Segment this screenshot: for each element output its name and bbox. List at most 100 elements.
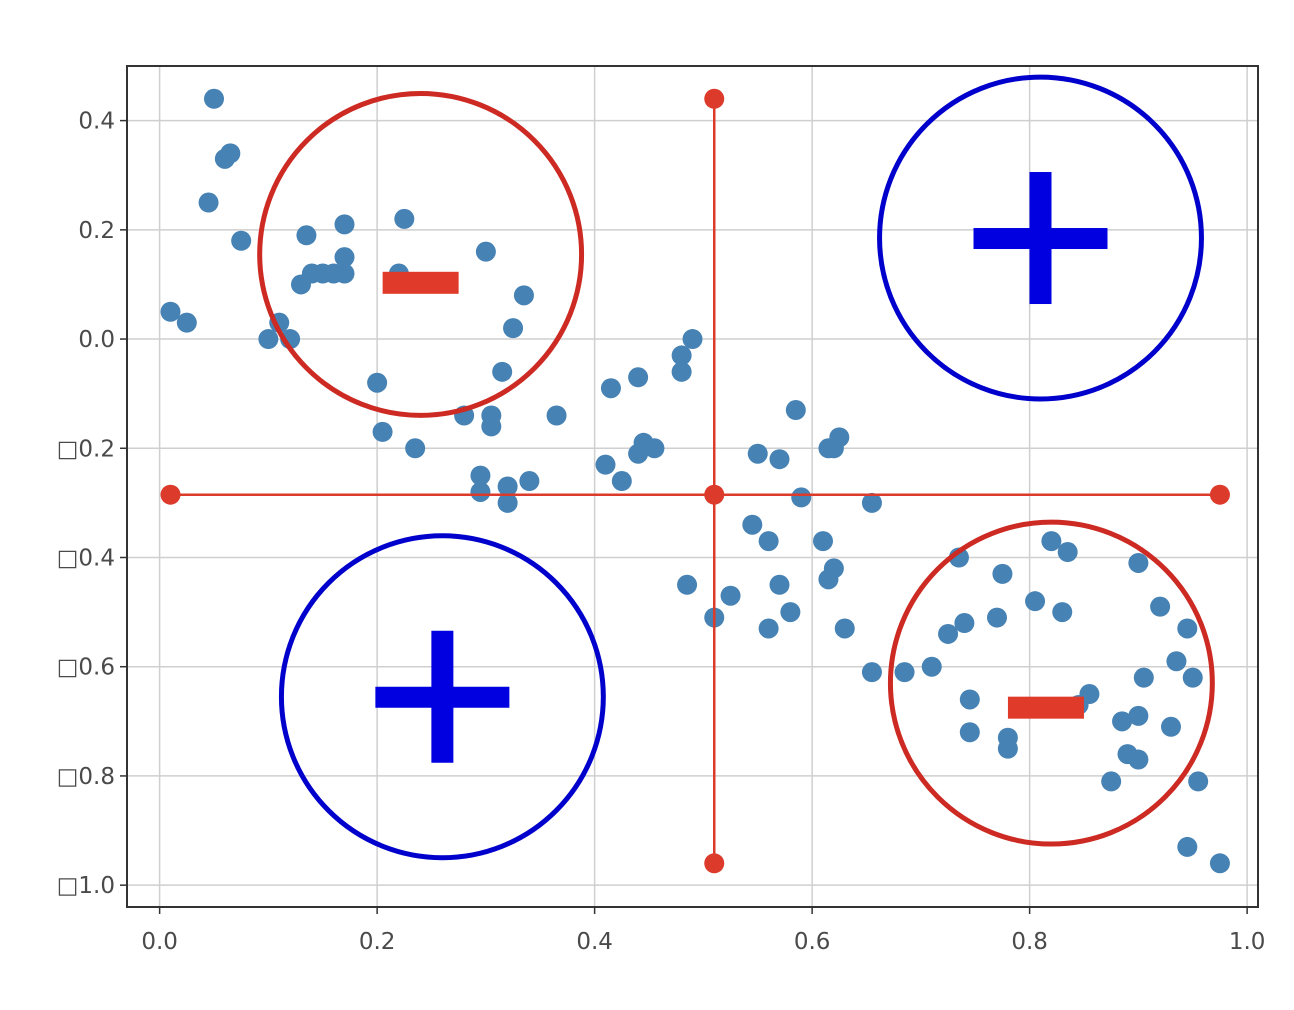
data-point — [1052, 602, 1073, 623]
data-point — [1041, 531, 1062, 552]
data-point — [405, 438, 426, 459]
data-point — [1166, 651, 1187, 672]
x-tick-label: 0.6 — [794, 929, 831, 955]
data-point — [861, 662, 882, 683]
data-point — [628, 367, 649, 388]
data-point — [1182, 667, 1203, 688]
data-point — [394, 208, 415, 229]
data-point — [367, 372, 388, 393]
data-point — [334, 247, 355, 268]
data-point — [834, 618, 855, 639]
line-endpoint-marker — [160, 484, 181, 505]
data-point — [954, 613, 975, 634]
data-point — [758, 618, 779, 639]
data-point — [1025, 591, 1046, 612]
data-point — [644, 438, 665, 459]
positive-circle — [877, 74, 1204, 402]
data-point — [1177, 618, 1198, 639]
data-point — [769, 449, 790, 470]
data-point — [682, 329, 703, 350]
data-point — [220, 143, 241, 164]
y-tick-label: □0.2 — [57, 436, 115, 462]
data-point — [1150, 596, 1171, 617]
data-point — [470, 465, 491, 486]
data-point — [1112, 711, 1133, 732]
data-point — [677, 574, 698, 595]
data-point — [791, 487, 812, 508]
data-point — [861, 492, 882, 513]
data-point — [758, 531, 779, 552]
data-point — [1177, 836, 1198, 857]
data-points — [160, 88, 1230, 874]
y-tick-label: □0.4 — [57, 545, 115, 571]
data-point — [519, 471, 540, 492]
data-point — [720, 585, 741, 606]
grid — [127, 66, 1258, 907]
data-point — [372, 421, 393, 442]
data-point — [497, 492, 518, 513]
plus-sign-vertical — [431, 630, 454, 763]
data-point — [1128, 552, 1149, 573]
center-cross — [160, 88, 1230, 874]
data-point — [959, 689, 980, 710]
line-endpoint-marker — [1209, 484, 1230, 505]
x-tick-label: 0.2 — [359, 929, 396, 955]
data-point — [829, 427, 850, 448]
data-point — [503, 318, 524, 339]
data-point — [258, 329, 279, 350]
data-point — [600, 378, 621, 399]
data-point — [1057, 542, 1078, 563]
y-tick-label: □0.6 — [57, 655, 115, 681]
positive-circle — [278, 533, 606, 861]
quadrant-circles — [257, 74, 1215, 861]
plus-sign-vertical — [1029, 172, 1052, 305]
data-point — [894, 662, 915, 683]
data-point — [611, 471, 632, 492]
data-point — [296, 225, 317, 246]
negative-circle — [257, 90, 585, 418]
y-axis: 0.4 0.2 0.0 □0.2 □0.4 □0.6 □0.8 □1.0 — [57, 109, 127, 899]
data-point — [1161, 716, 1181, 737]
data-point — [595, 454, 616, 475]
data-point — [176, 312, 197, 333]
data-point — [481, 416, 502, 437]
data-point — [1101, 771, 1122, 792]
data-point — [671, 361, 692, 382]
data-point — [818, 569, 839, 590]
data-point — [742, 514, 763, 535]
x-tick-label: 1.0 — [1229, 929, 1266, 955]
data-point — [204, 88, 224, 109]
data-point — [785, 400, 806, 421]
minus-sign — [382, 271, 459, 294]
data-point — [671, 345, 692, 366]
x-tick-label: 0.8 — [1011, 929, 1048, 955]
x-axis: 0.0 0.2 0.4 0.6 0.8 1.0 — [141, 907, 1265, 955]
plot-frame — [126, 65, 1259, 908]
x-tick-label: 0.4 — [576, 929, 613, 955]
data-point — [513, 285, 534, 306]
data-point — [470, 481, 491, 502]
y-tick-label: 0.4 — [78, 109, 115, 135]
data-point — [475, 241, 496, 262]
data-point — [1209, 853, 1230, 874]
line-endpoint-marker — [704, 853, 725, 874]
data-point — [334, 214, 355, 235]
data-point — [938, 623, 959, 644]
data-point — [769, 574, 790, 595]
data-point — [1133, 667, 1154, 688]
y-tick-label: 0.0 — [78, 327, 115, 353]
data-point — [959, 722, 980, 743]
line-endpoint-marker — [704, 484, 725, 505]
data-point — [546, 405, 567, 426]
data-point — [1128, 705, 1149, 726]
minus-sign — [1007, 696, 1084, 719]
y-tick-label: □0.8 — [57, 764, 115, 790]
data-point — [921, 656, 942, 677]
x-tick-label: 0.0 — [141, 929, 178, 955]
line-endpoint-marker — [704, 88, 725, 109]
data-point — [231, 230, 252, 251]
data-point — [497, 476, 518, 497]
negative-circle — [887, 519, 1215, 847]
data-point — [997, 738, 1018, 759]
data-point — [987, 607, 1007, 628]
